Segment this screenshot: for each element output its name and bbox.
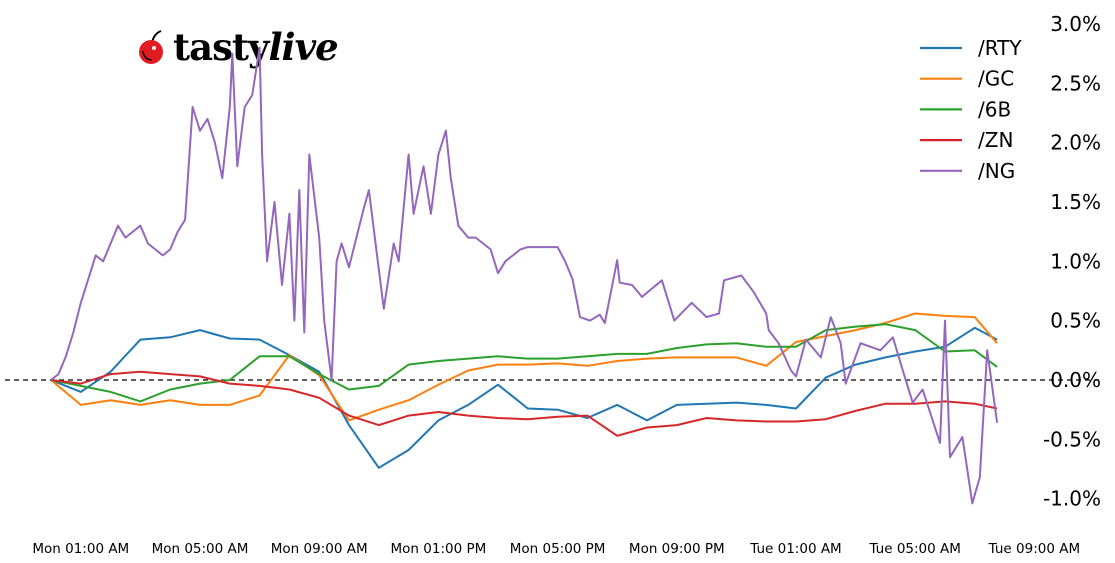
y-tick-label: 2.5%: [1050, 71, 1101, 95]
y-tick-label: -0.5%: [1043, 427, 1101, 451]
y-tick-label: 0.5%: [1050, 309, 1101, 333]
x-tick-label: Mon 05:00 PM: [510, 541, 606, 557]
legend-label: /6B: [978, 97, 1011, 121]
series-line-rty: [50, 326, 998, 469]
y-tick-label: 1.0%: [1050, 249, 1101, 273]
series-line-ng: [50, 46, 999, 505]
y-tick-label: 2.0%: [1050, 131, 1101, 155]
legend: /RTY/GC/6B/ZN/NG: [920, 36, 1022, 183]
y-tick-label: 1.5%: [1050, 190, 1101, 214]
x-tick-label: Mon 09:00 PM: [629, 541, 725, 557]
x-tick-label: Mon 01:00 AM: [32, 541, 129, 557]
cherry-icon: [139, 30, 163, 64]
series-line-6b: [50, 323, 998, 403]
y-tick-label: -1.0%: [1043, 487, 1101, 511]
x-tick-label: Tue 05:00 AM: [868, 541, 960, 557]
legend-label: /ZN: [978, 128, 1013, 152]
x-tick-label: Mon 09:00 AM: [271, 541, 368, 557]
logo-text: tastylive: [173, 25, 339, 69]
legend-label: /GC: [978, 67, 1014, 91]
x-tick-label: Mon 01:00 PM: [391, 541, 487, 557]
series-line-gc: [50, 312, 998, 422]
y-tick-label: 0.0%: [1050, 368, 1101, 392]
x-tick-label: Mon 05:00 AM: [152, 541, 249, 557]
x-tick-label: Tue 09:00 AM: [988, 541, 1080, 557]
series-line-zn: [50, 370, 998, 437]
legend-label: /NG: [978, 159, 1015, 183]
x-tick-label: Tue 01:00 AM: [749, 541, 841, 557]
y-tick-label: 3.0%: [1050, 12, 1101, 36]
legend-label: /RTY: [978, 36, 1022, 60]
tastylive-logo: tastylive: [137, 22, 339, 72]
